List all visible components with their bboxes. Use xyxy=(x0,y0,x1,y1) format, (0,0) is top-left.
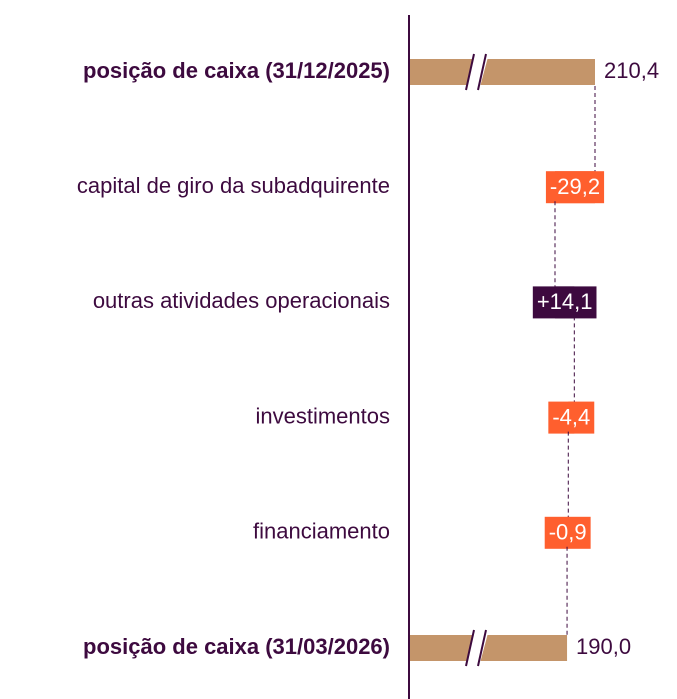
category-label: financiamento xyxy=(253,519,390,544)
value-label-bg xyxy=(532,286,597,319)
value-label-bg xyxy=(548,401,595,434)
category-label: investimentos xyxy=(255,403,390,428)
axis-break-mark xyxy=(465,629,475,667)
bar xyxy=(410,635,568,661)
value-label: 190,0 xyxy=(576,634,631,659)
axis-break-mark xyxy=(477,629,487,667)
category-label: posição de caixa (31/12/2025) xyxy=(83,58,390,83)
category-label: capital de giro da subadquirente xyxy=(77,173,390,198)
value-label-bg xyxy=(544,516,591,549)
value-label: -0,9 xyxy=(549,520,587,545)
value-label: -4,4 xyxy=(552,404,590,429)
category-label: posição de caixa (31/03/2026) xyxy=(83,634,390,659)
value-label: -29,2 xyxy=(550,174,600,199)
bar xyxy=(410,59,595,85)
axis-break xyxy=(465,56,489,88)
axis-break-mark xyxy=(477,53,487,91)
value-label-bg xyxy=(545,171,605,204)
axis-break-mark xyxy=(465,53,475,91)
value-label: 210,4 xyxy=(604,58,659,83)
value-label: +14,1 xyxy=(537,289,593,314)
axis-break xyxy=(465,632,489,664)
category-label: outras atividades operacionais xyxy=(93,288,390,313)
